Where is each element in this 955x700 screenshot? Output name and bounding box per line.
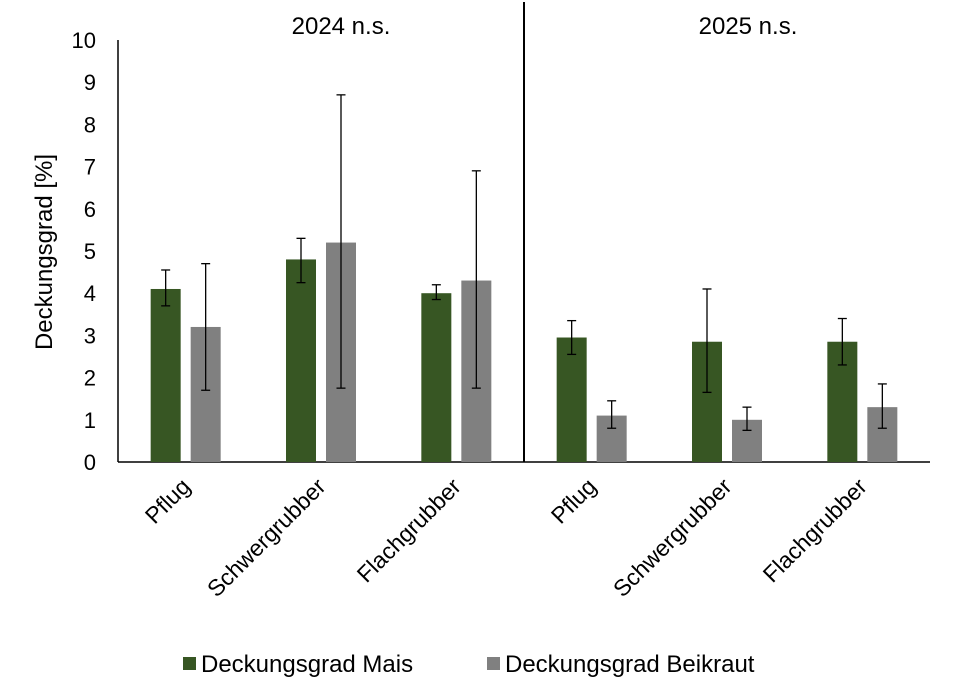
y-tick-label: 5	[84, 239, 96, 264]
y-tick-label: 1	[84, 408, 96, 433]
legend-label-mais: Deckungsgrad Mais	[201, 651, 413, 678]
bar-mais	[286, 259, 316, 462]
category-label: Pflug	[140, 473, 195, 528]
bar-mais	[556, 337, 587, 462]
legend-swatch-mais	[183, 657, 196, 670]
y-tick-label: 4	[84, 281, 96, 306]
y-tick-label: 3	[84, 323, 96, 348]
bar-mais	[421, 293, 452, 462]
legend: Deckungsgrad Mais Deckungsgrad Beikraut	[183, 651, 755, 678]
y-axis-label: Deckungsgrad [%]	[31, 154, 58, 350]
legend-label-beikraut: Deckungsgrad Beikraut	[505, 651, 755, 678]
panel-title-2025: 2025 n.s.	[699, 13, 798, 40]
panel-title-2024: 2024 n.s.	[292, 13, 391, 40]
y-tick-label: 2	[84, 366, 96, 391]
category-label: Pflug	[546, 473, 601, 528]
category-label: Flachgrubber	[352, 473, 466, 587]
bar-mais	[150, 288, 181, 462]
legend-swatch-beikraut	[487, 657, 500, 670]
y-tick-label: 10	[72, 28, 96, 53]
y-tick-label: 7	[84, 155, 96, 180]
y-tick-label: 6	[84, 197, 96, 222]
category-label: Schwergrubber	[202, 473, 331, 602]
category-label: Schwergrubber	[608, 473, 737, 602]
y-tick-label: 0	[84, 450, 96, 475]
y-tick-label: 9	[84, 70, 96, 95]
y-tick-label: 8	[84, 112, 96, 137]
category-label: Flachgrubber	[758, 473, 872, 587]
